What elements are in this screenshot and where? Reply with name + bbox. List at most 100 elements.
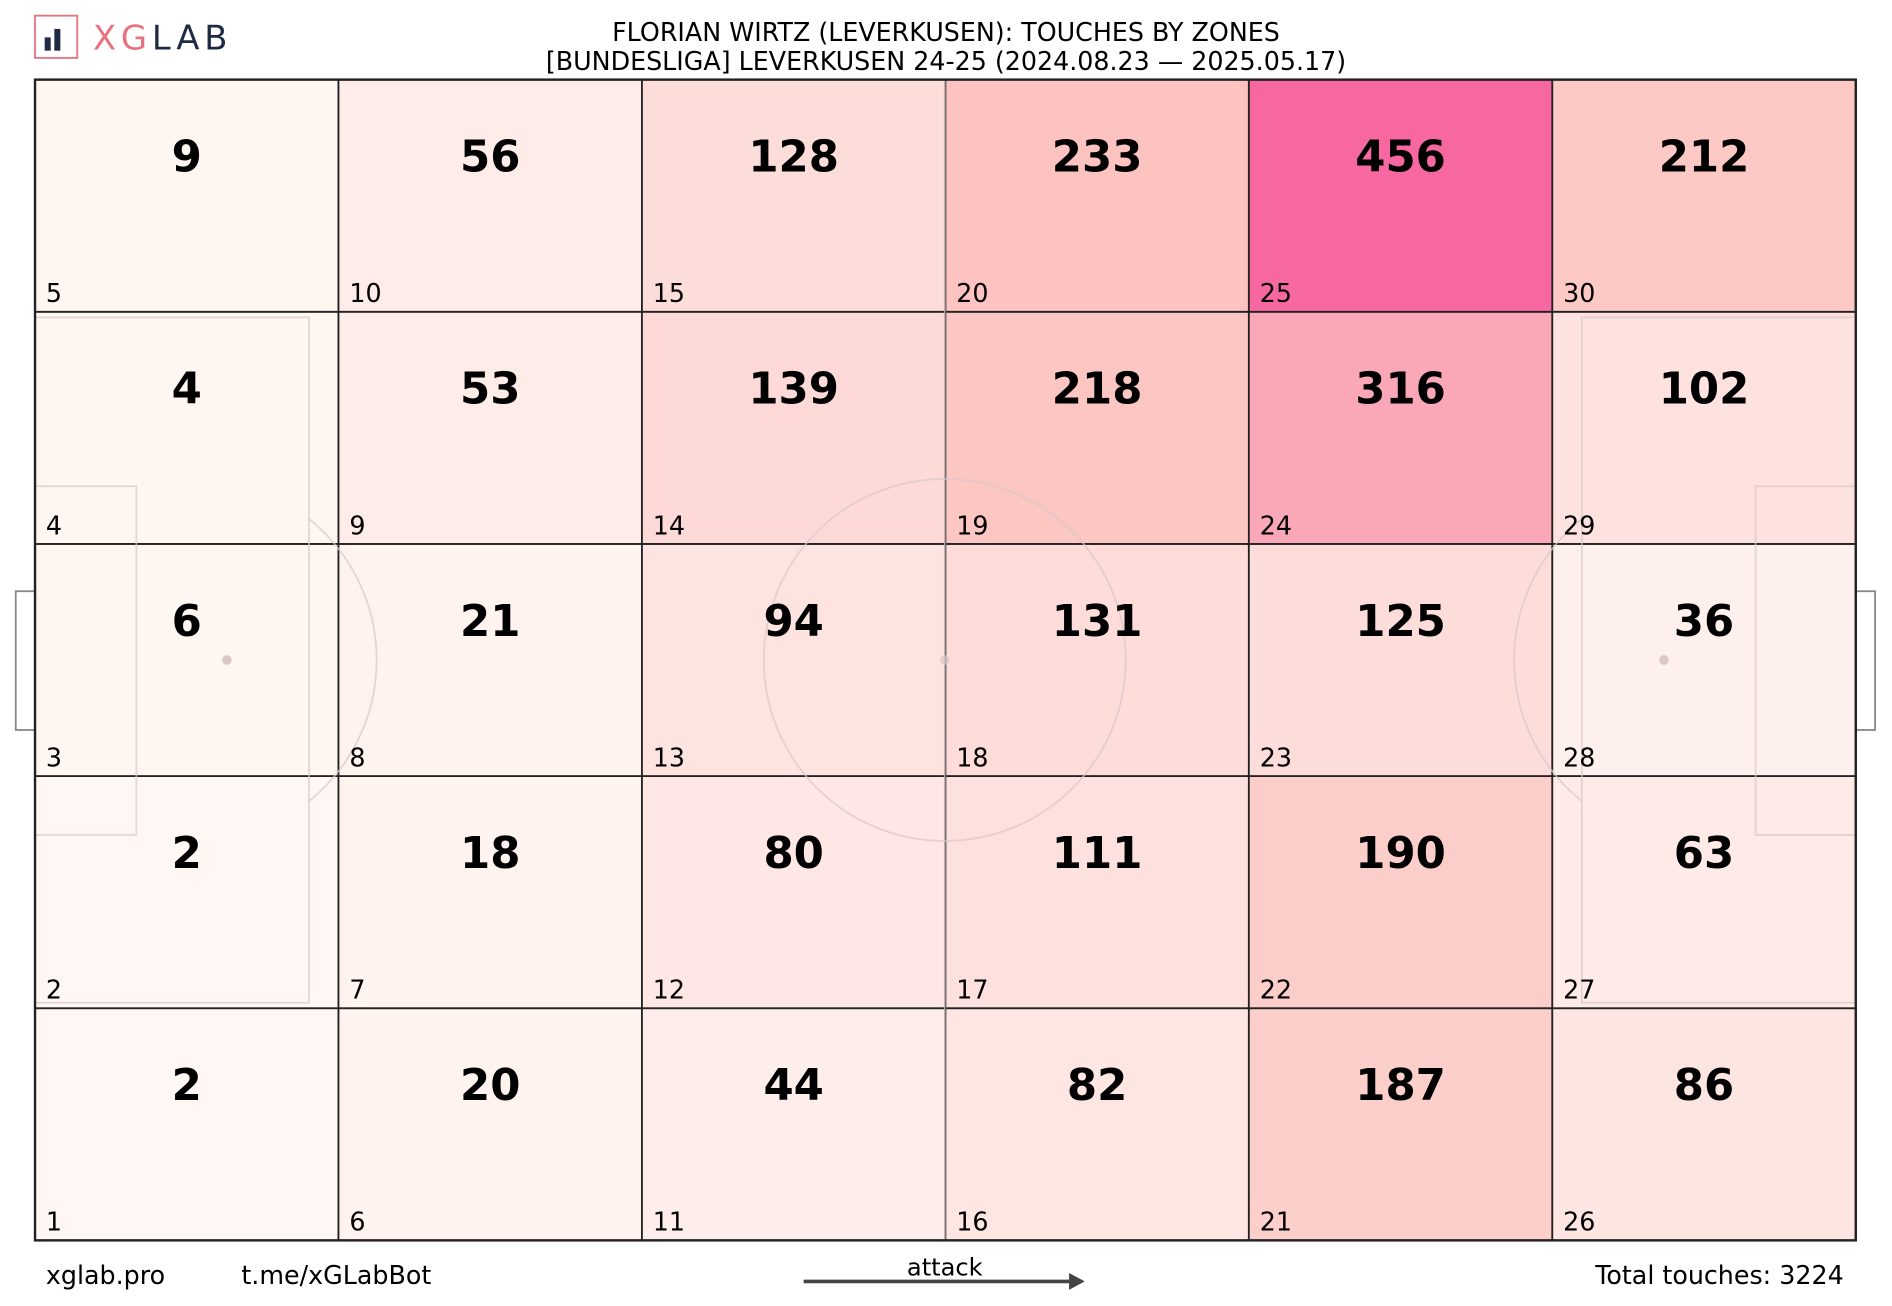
zone-cell <box>337 310 643 545</box>
zone-value: 218 <box>1052 365 1143 415</box>
zone-value: 82 <box>1067 1061 1127 1111</box>
zone-value: 131 <box>1052 597 1143 647</box>
zone-cell <box>641 775 947 1010</box>
zone-value: 56 <box>460 133 520 183</box>
zone-number: 19 <box>956 510 988 540</box>
zone-cell <box>1247 775 1554 1010</box>
attack-arrowhead <box>1069 1272 1085 1290</box>
zone-cell <box>1247 78 1554 313</box>
zone-cell <box>1247 543 1554 777</box>
zone-cell <box>944 1007 1250 1242</box>
zone-number: 4 <box>46 510 62 540</box>
zone-number: 25 <box>1260 278 1292 308</box>
zone-value: 102 <box>1659 365 1750 415</box>
zone-number: 28 <box>1563 742 1595 772</box>
penalty-spot <box>1659 655 1669 665</box>
zone-value: 80 <box>763 829 823 879</box>
zone-value: 94 <box>763 597 823 647</box>
zone-number: 21 <box>1260 1207 1292 1237</box>
zone-cell <box>337 1007 643 1242</box>
penalty-arc <box>308 518 378 802</box>
zone-cell <box>1247 1007 1554 1242</box>
logo-rest: LAB <box>152 18 232 57</box>
zone-value: 233 <box>1052 133 1143 183</box>
logo-text: XGLAB <box>93 18 232 57</box>
zone-value: 18 <box>460 829 520 879</box>
logo-bar <box>44 37 51 51</box>
zone-cell <box>641 543 947 777</box>
zone-value: 139 <box>748 365 839 415</box>
zone-number: 24 <box>1260 510 1292 540</box>
footer-total: Total touches: 3224 <box>1594 1260 1843 1290</box>
zone-number: 26 <box>1563 1207 1595 1237</box>
goal <box>14 590 36 731</box>
zone-number: 7 <box>349 975 365 1005</box>
zone-number: 12 <box>653 975 685 1005</box>
zone-cell <box>944 310 1250 545</box>
zone-number: 29 <box>1563 510 1595 540</box>
zone-value: 63 <box>1674 829 1734 879</box>
zone-cell <box>34 1007 340 1242</box>
zone-number: 8 <box>349 742 365 772</box>
zone-value: 53 <box>460 365 520 415</box>
zone-number: 3 <box>46 742 62 772</box>
footer-site: xglab.pro <box>46 1260 165 1290</box>
zone-number: 1 <box>46 1207 62 1237</box>
zone-number: 23 <box>1260 742 1292 772</box>
zone-cell <box>944 775 1250 1010</box>
zone-cell <box>641 310 947 545</box>
logo-bar <box>54 28 61 51</box>
zone-number: 11 <box>653 1207 685 1237</box>
zone-value: 111 <box>1052 829 1143 879</box>
zone-number: 18 <box>956 742 988 772</box>
zone-cell <box>1551 1007 1857 1242</box>
zone-value: 2 <box>172 1061 202 1111</box>
zone-cell <box>944 78 1250 313</box>
penalty-arc <box>1513 518 1583 802</box>
zone-number: 14 <box>653 510 685 540</box>
chart-subtitle: [BUNDESLIGA] LEVERKUSEN 24-25 (2024.08.2… <box>546 46 1346 76</box>
zone-cell <box>34 543 340 777</box>
zone-value: 6 <box>172 597 202 647</box>
zone-number: 5 <box>46 278 62 308</box>
attack-label: attack <box>907 1253 983 1281</box>
zone-value: 36 <box>1674 597 1734 647</box>
zone-value: 21 <box>460 597 520 647</box>
zone-cell <box>34 310 340 545</box>
zone-number: 15 <box>653 278 685 308</box>
zone-cell <box>337 543 643 777</box>
zone-value: 2 <box>172 829 202 879</box>
zone-cell <box>641 78 947 313</box>
zone-number: 17 <box>956 975 988 1005</box>
goal <box>1854 590 1876 731</box>
zone-value: 212 <box>1659 133 1750 183</box>
zone-cell <box>1551 543 1857 777</box>
zone-value: 9 <box>172 133 202 183</box>
zone-value: 44 <box>763 1061 823 1111</box>
zone-value: 190 <box>1355 829 1446 879</box>
logo-accent: XG <box>93 18 152 57</box>
zone-value: 4 <box>172 365 202 415</box>
zone-value: 20 <box>460 1061 520 1111</box>
zone-number: 20 <box>956 278 988 308</box>
cells <box>34 78 1857 1242</box>
footer-telegram: t.me/xGLabBot <box>241 1260 431 1290</box>
logo: XGLAB <box>34 14 232 59</box>
zone-number: 27 <box>1563 975 1595 1005</box>
zone-cell <box>1551 775 1857 1010</box>
zone-cell <box>1551 78 1857 313</box>
zone-cell <box>34 78 340 313</box>
zone-value: 86 <box>1674 1061 1734 1111</box>
zone-value: 128 <box>748 133 839 183</box>
zone-number: 30 <box>1563 278 1595 308</box>
zone-number: 2 <box>46 975 62 1005</box>
pitch-border <box>33 78 1857 1242</box>
zone-number: 16 <box>956 1207 988 1237</box>
zone-number: 6 <box>349 1207 365 1237</box>
zone-number: 22 <box>1260 975 1292 1005</box>
zone-cell <box>337 775 643 1010</box>
penalty-spot <box>222 655 232 665</box>
zone-value: 316 <box>1355 365 1446 415</box>
zone-cell <box>641 1007 947 1242</box>
